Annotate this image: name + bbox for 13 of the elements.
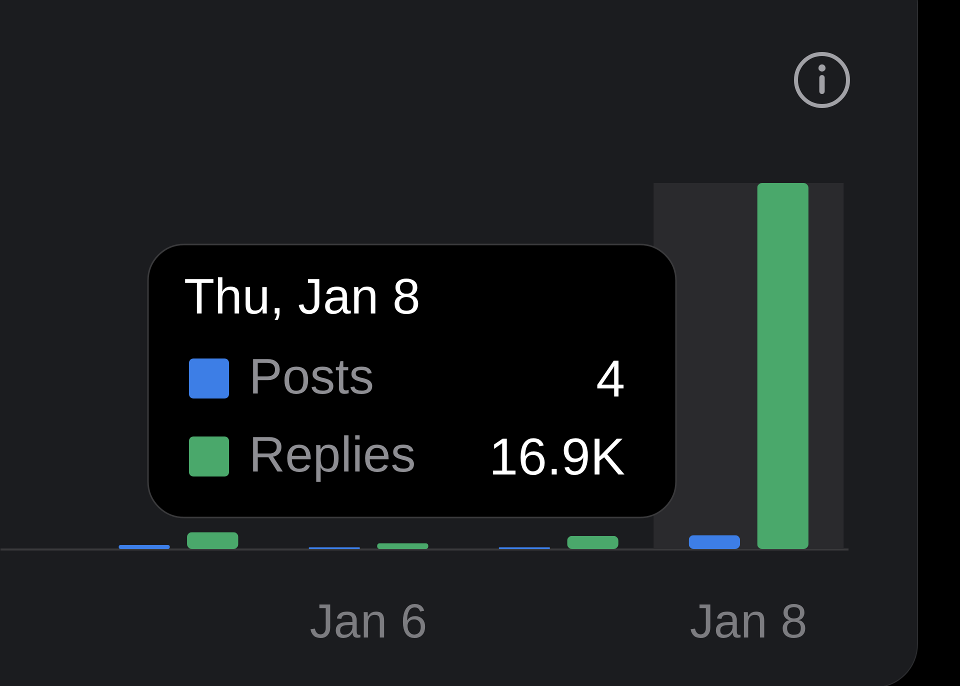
legend-label: Replies — [249, 426, 416, 482]
annotation: 4 — [596, 350, 625, 408]
x-tick-label: Jan 6 — [310, 596, 428, 648]
bar — [377, 543, 428, 549]
x-tick-label: Jan 8 — [690, 596, 808, 648]
bar — [187, 532, 238, 549]
bar — [688, 535, 740, 549]
annotation: 16.9K — [489, 428, 626, 486]
legend-title: Thu, Jan 8 — [184, 268, 420, 324]
bar — [567, 536, 618, 549]
bar — [118, 544, 170, 549]
bar — [757, 183, 808, 549]
legend-label: Posts — [249, 348, 374, 404]
